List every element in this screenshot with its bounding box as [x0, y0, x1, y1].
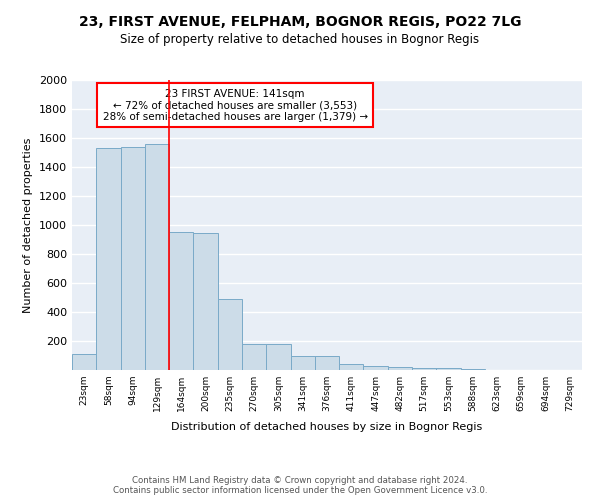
Bar	[290, 356, 315, 370]
Y-axis label: Number of detached properties: Number of detached properties	[23, 138, 34, 312]
Text: Size of property relative to detached houses in Bognor Regis: Size of property relative to detached ho…	[121, 32, 479, 46]
Text: Contains HM Land Registry data © Crown copyright and database right 2024.
Contai: Contains HM Land Registry data © Crown c…	[113, 476, 487, 495]
Text: Distribution of detached houses by size in Bognor Regis: Distribution of detached houses by size …	[172, 422, 482, 432]
Bar	[315, 356, 339, 370]
Bar	[266, 344, 290, 370]
Bar	[72, 354, 96, 370]
Bar	[412, 368, 436, 370]
Text: 23, FIRST AVENUE, FELPHAM, BOGNOR REGIS, PO22 7LG: 23, FIRST AVENUE, FELPHAM, BOGNOR REGIS,…	[79, 15, 521, 29]
Bar	[96, 148, 121, 370]
Bar	[364, 366, 388, 370]
Bar	[218, 299, 242, 370]
Bar	[242, 344, 266, 370]
Bar	[388, 367, 412, 370]
Bar	[193, 233, 218, 370]
Bar	[339, 364, 364, 370]
Text: 23 FIRST AVENUE: 141sqm
← 72% of detached houses are smaller (3,553)
28% of semi: 23 FIRST AVENUE: 141sqm ← 72% of detache…	[103, 88, 368, 122]
Bar	[169, 232, 193, 370]
Bar	[121, 146, 145, 370]
Bar	[145, 144, 169, 370]
Bar	[436, 368, 461, 370]
